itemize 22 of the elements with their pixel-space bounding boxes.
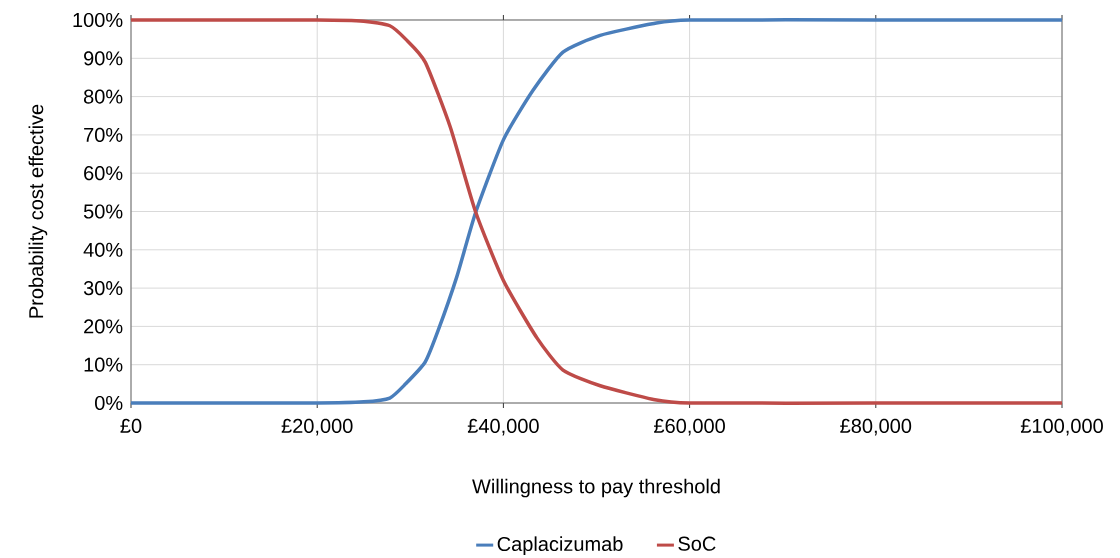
y-tick-label: 80%	[83, 89, 123, 104]
x-tick-label: £60,000	[654, 418, 725, 436]
x-tick-label: £80,000	[840, 418, 912, 436]
y-tick-label: 10%	[84, 357, 123, 372]
legend-label: Caplacizumab	[497, 536, 623, 555]
x-axis-title: Willingness to pay threshold	[472, 478, 720, 498]
y-tick-label: 20%	[84, 319, 123, 334]
legend-label: SoC	[678, 536, 716, 551]
y-axis-title: Probability cost effective	[28, 104, 48, 318]
y-tick-label: 0%	[95, 395, 123, 411]
x-tick-label: £20,000	[281, 418, 353, 436]
y-tick-label: 40%	[83, 242, 123, 257]
x-tick-label: £40,000	[467, 418, 539, 436]
y-tick-label: 50%	[83, 204, 123, 219]
y-tick-label: 70%	[84, 127, 123, 142]
x-tick-label: £100,000	[1020, 418, 1103, 436]
x-tick-label: £0	[120, 418, 142, 434]
y-tick-label: 30%	[83, 281, 123, 296]
y-tick-label: 90%	[84, 51, 123, 66]
y-tick-label: 60%	[84, 166, 123, 181]
line-series	[129, 18, 1064, 405]
y-tick-label: 100%	[73, 12, 123, 28]
